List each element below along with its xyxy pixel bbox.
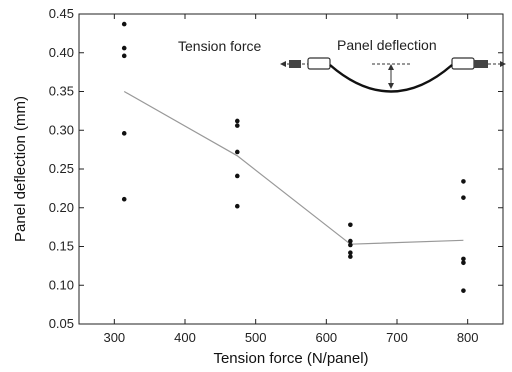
x-tick-label: 400: [174, 330, 196, 345]
data-point: [234, 118, 240, 124]
right-arrow-head: [500, 61, 506, 67]
x-tick-label: 700: [386, 330, 408, 345]
data-point: [121, 21, 127, 27]
data-point: [461, 288, 466, 293]
y-tick-label: 0.40: [49, 45, 74, 60]
data-point: [348, 238, 353, 244]
annotation-panel-deflection: Panel deflection: [337, 37, 437, 53]
data-points: [121, 21, 466, 293]
x-tick-label: 600: [315, 330, 337, 345]
data-point: [121, 45, 127, 51]
y-tick-label: 0.30: [49, 122, 74, 137]
y-tick-label: 0.15: [49, 239, 74, 254]
data-point: [234, 173, 240, 179]
y-tick-label: 0.35: [49, 84, 74, 99]
deflection-arrow-bottom: [388, 83, 394, 89]
right-hatched-block: [474, 60, 488, 68]
data-point: [461, 260, 466, 266]
x-axis-label: Tension force (N/panel): [213, 350, 368, 367]
left-clamp: [307, 57, 331, 70]
data-point: [461, 179, 466, 184]
y-tick-label: 0.10: [49, 277, 74, 292]
deflected-panel-curve: [329, 64, 453, 93]
x-tick-label: 300: [103, 330, 125, 345]
annotation-tension-force: Tension force: [178, 38, 261, 54]
deflection-arrow-top: [388, 64, 394, 70]
data-point: [234, 123, 240, 128]
y-axis: 0.05 0.10 0.15 0.20 0.25 0.30 0.35 0.40 0.45: [49, 6, 503, 331]
mean-trend-line: [123, 90, 464, 245]
data-point: [348, 222, 353, 228]
y-tick-label: 0.05: [49, 316, 74, 331]
data-point: [234, 149, 240, 155]
left-hatched-block: [289, 60, 301, 68]
right-clamp: [451, 57, 475, 70]
data-point: [348, 254, 353, 259]
data-point: [121, 53, 127, 59]
data-point: [348, 250, 353, 255]
y-tick-label: 0.45: [49, 6, 74, 21]
data-point: [461, 195, 466, 200]
x-tick-label: 500: [245, 330, 267, 345]
x-tick-label: 800: [457, 330, 479, 345]
data-point: [121, 131, 127, 136]
data-point: [348, 242, 353, 248]
data-point: [461, 256, 466, 262]
y-tick-label: 0.25: [49, 161, 74, 176]
x-axis: 300 400 500 600 700 800: [103, 14, 479, 345]
data-point: [121, 196, 127, 202]
y-tick-label: 0.20: [49, 200, 74, 215]
data-point: [234, 203, 240, 209]
inset-diagram: Tension force Panel deflection: [178, 37, 506, 93]
left-arrow-head: [280, 61, 286, 67]
y-axis-label: Panel deflection (mm): [12, 96, 29, 242]
